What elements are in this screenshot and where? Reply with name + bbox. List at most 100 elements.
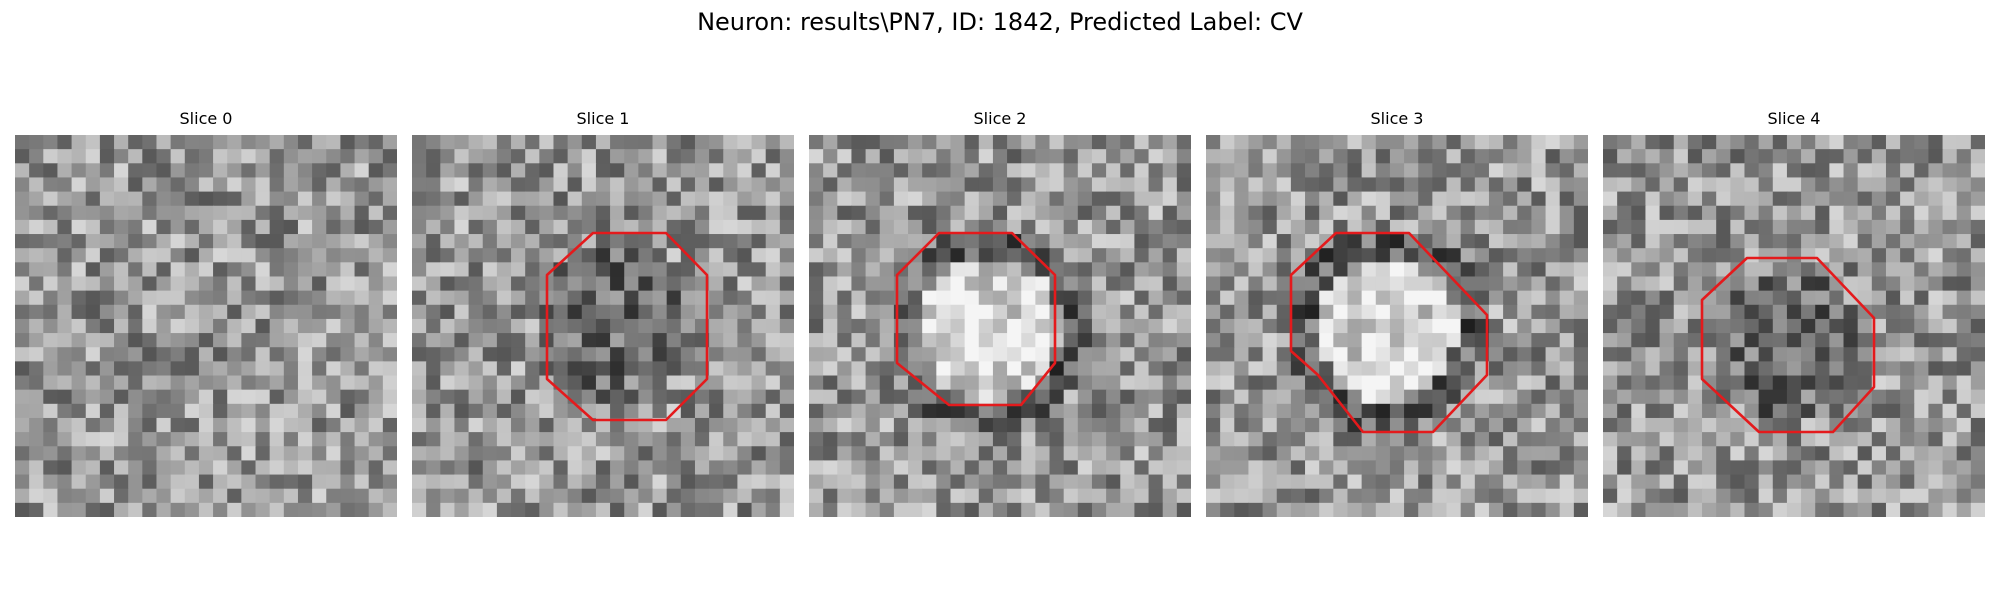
pixel bbox=[539, 234, 554, 249]
pixel bbox=[1291, 276, 1306, 291]
pixel bbox=[1291, 220, 1306, 235]
pixel bbox=[1021, 192, 1036, 207]
pixel bbox=[582, 206, 597, 221]
pixel bbox=[1617, 446, 1632, 461]
pixel bbox=[1702, 319, 1717, 334]
pixel bbox=[1134, 404, 1149, 419]
pixel bbox=[1078, 234, 1093, 249]
pixel bbox=[709, 347, 724, 362]
pixel bbox=[1206, 418, 1221, 433]
pixel bbox=[1489, 432, 1504, 447]
pixel bbox=[1134, 460, 1149, 475]
pixel bbox=[823, 276, 838, 291]
pixel bbox=[653, 390, 668, 405]
pixel bbox=[15, 432, 30, 447]
pixel bbox=[1461, 234, 1476, 249]
pixel bbox=[383, 404, 397, 419]
pixel bbox=[737, 404, 752, 419]
pixel bbox=[1078, 404, 1093, 419]
pixel bbox=[866, 376, 881, 391]
pixel bbox=[1702, 503, 1717, 517]
pixel bbox=[355, 460, 370, 475]
pixel bbox=[1702, 248, 1717, 263]
pixel bbox=[1120, 376, 1135, 391]
pixel bbox=[312, 432, 327, 447]
pixel bbox=[681, 418, 696, 433]
pixel bbox=[653, 361, 668, 376]
pixel bbox=[851, 460, 866, 475]
pixel bbox=[851, 333, 866, 348]
slice-panel-1: Slice 1 bbox=[412, 108, 794, 517]
pixel bbox=[1773, 503, 1788, 517]
pixel bbox=[1660, 177, 1675, 192]
pixel bbox=[440, 489, 455, 504]
pixel bbox=[213, 220, 228, 235]
pixel bbox=[1503, 347, 1518, 362]
pixel bbox=[1291, 206, 1306, 221]
pixel bbox=[624, 234, 639, 249]
pixel bbox=[1914, 220, 1929, 235]
pixel bbox=[1035, 234, 1050, 249]
pixel bbox=[624, 503, 639, 517]
pixel bbox=[72, 503, 87, 517]
pixel bbox=[866, 489, 881, 504]
pixel bbox=[1815, 177, 1830, 192]
pixel bbox=[780, 234, 794, 249]
pixel bbox=[156, 446, 171, 461]
pixel bbox=[667, 361, 682, 376]
pixel bbox=[780, 149, 794, 164]
pixel bbox=[1092, 163, 1107, 178]
pixel bbox=[1688, 333, 1703, 348]
pixel bbox=[142, 291, 157, 306]
pixel bbox=[950, 347, 965, 362]
pixel bbox=[383, 319, 397, 334]
pixel bbox=[525, 234, 540, 249]
pixel bbox=[1418, 319, 1433, 334]
pixel bbox=[568, 404, 583, 419]
pixel bbox=[596, 291, 611, 306]
pixel bbox=[1220, 262, 1235, 277]
pixel bbox=[1489, 262, 1504, 277]
pixel bbox=[114, 220, 129, 235]
pixel bbox=[369, 262, 384, 277]
pixel bbox=[809, 376, 824, 391]
pixel bbox=[1914, 390, 1929, 405]
pixel bbox=[355, 390, 370, 405]
pixel bbox=[383, 248, 397, 263]
pixel bbox=[1943, 489, 1958, 504]
pixel bbox=[1475, 460, 1490, 475]
pixel bbox=[1517, 248, 1532, 263]
pixel bbox=[936, 446, 951, 461]
pixel bbox=[1928, 361, 1943, 376]
pixel bbox=[1574, 475, 1588, 490]
pixel bbox=[638, 503, 653, 517]
pixel bbox=[638, 248, 653, 263]
pixel bbox=[1787, 475, 1802, 490]
pixel bbox=[57, 291, 72, 306]
pixel bbox=[568, 475, 583, 490]
pixel bbox=[312, 503, 327, 517]
pixel bbox=[1829, 163, 1844, 178]
pixel bbox=[1801, 262, 1816, 277]
pixel bbox=[1702, 177, 1717, 192]
pixel bbox=[156, 135, 171, 150]
pixel bbox=[1914, 460, 1929, 475]
pixel bbox=[426, 390, 441, 405]
pixel bbox=[1362, 418, 1377, 433]
pixel bbox=[1531, 305, 1546, 320]
pixel bbox=[667, 192, 682, 207]
pixel bbox=[553, 503, 568, 517]
pixel bbox=[326, 291, 341, 306]
pixel bbox=[1617, 460, 1632, 475]
pixel bbox=[667, 248, 682, 263]
pixel bbox=[681, 234, 696, 249]
pixel bbox=[1943, 305, 1958, 320]
pixel bbox=[1319, 305, 1334, 320]
pixel bbox=[1376, 163, 1391, 178]
pixel bbox=[1007, 276, 1022, 291]
pixel bbox=[1957, 305, 1972, 320]
pixel bbox=[483, 262, 498, 277]
pixel bbox=[837, 333, 852, 348]
pixel bbox=[469, 192, 484, 207]
pixel bbox=[1688, 276, 1703, 291]
